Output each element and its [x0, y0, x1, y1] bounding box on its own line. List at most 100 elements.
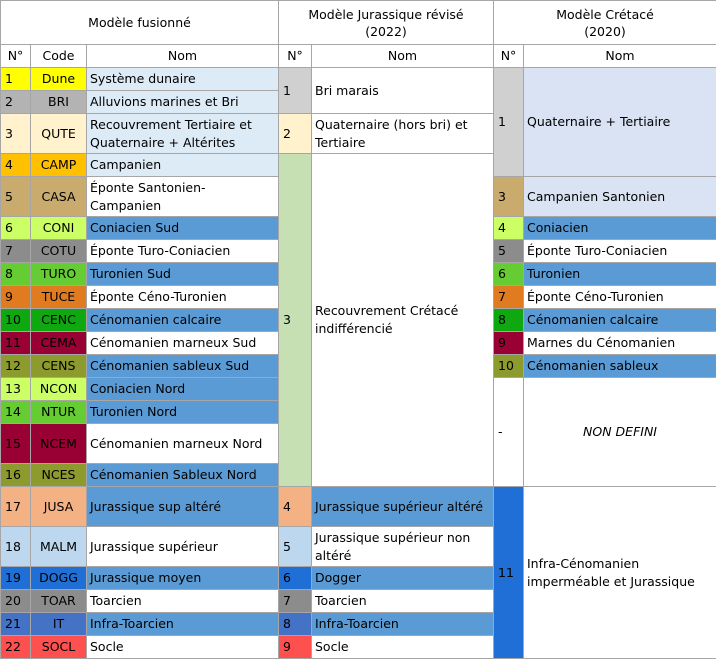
cretace-no: 5: [493, 239, 524, 263]
cretace-no: 6: [493, 262, 524, 286]
cretace-no: 7: [493, 285, 524, 309]
jurassique-nom: Quaternaire (hors bri) et Tertiaire: [311, 113, 494, 154]
fusion-no: 5: [0, 176, 31, 217]
fusion-code: TURO: [30, 262, 87, 286]
fusion-nom: Coniacien Sud: [86, 216, 279, 240]
fusion-no: 18: [0, 526, 31, 567]
fusion-code: CAMP: [30, 153, 87, 177]
jurassique-nom: Jurassique supérieur non altéré: [311, 526, 494, 567]
fusion-nom: Jurassique sup altéré: [86, 486, 279, 527]
fusion-nom: Jurassique moyen: [86, 566, 279, 590]
fusion-no: 17: [0, 486, 31, 527]
cretace-nom: Campanien Santonien: [522, 176, 716, 217]
fusion-code: NCEM: [30, 423, 87, 464]
cretace-nom: Turonien: [522, 262, 716, 286]
fusion-nom: Cénomanien sableux Sud: [86, 354, 279, 378]
col-header-no: N°: [0, 44, 31, 68]
fusion-nom: Éponte Céno-Turonien: [86, 285, 279, 309]
fusion-no: 8: [0, 262, 31, 286]
fusion-code: CEMA: [30, 331, 87, 355]
jurassique-no: 9: [278, 635, 312, 659]
fusion-no: 22: [0, 635, 31, 659]
fusion-code: TOAR: [30, 589, 87, 613]
fusion-code: CONI: [30, 216, 87, 240]
fusion-nom: Cénomanien Sableux Nord: [86, 463, 279, 487]
cretace-nom: Cénomanien calcaire: [522, 308, 716, 332]
jurassique-no: 7: [278, 589, 312, 613]
jurassique-no: 2: [278, 113, 312, 154]
jurassique-no: 1: [278, 67, 312, 114]
cretace-nom: Cénomanien sableux: [522, 354, 716, 378]
fusion-code: CASA: [30, 176, 87, 217]
fusion-no: 1: [0, 67, 31, 91]
fusion-nom: Cénomanien calcaire: [86, 308, 279, 332]
fusion-no: 6: [0, 216, 31, 240]
cretace-no: 3: [493, 176, 524, 217]
fusion-no: 19: [0, 566, 31, 590]
jurassique-nom: Jurassique supérieur altéré: [311, 486, 494, 527]
header-modele-cretace: Modèle Crétacé (2020): [492, 0, 716, 45]
fusion-nom: Système dunaire: [86, 67, 279, 91]
jurassique-nom: Bri marais: [311, 67, 494, 114]
fusion-code: DOGG: [30, 566, 87, 590]
jurassique-nom: Recouvrement Crétacé indifférencié: [311, 153, 494, 487]
cretace-nom: Éponte Turo-Coniacien: [522, 239, 716, 263]
cretace-nom: Infra-Cénomanien imperméable et Jurassiq…: [522, 486, 716, 659]
cretace-no: 11: [493, 486, 524, 659]
jurassique-no: 4: [278, 486, 312, 527]
jurassique-nom: Dogger: [311, 566, 494, 590]
col-header-no: N°: [493, 44, 524, 68]
fusion-nom: Toarcien: [86, 589, 279, 613]
cretace-no: 8: [493, 308, 524, 332]
header-modele-jurassique: Modèle Jurassique révisé (2022): [278, 0, 494, 45]
cretace-no: 10: [493, 354, 524, 378]
fusion-nom: Alluvions marines et Bri: [86, 90, 279, 114]
cretace-no: -: [493, 377, 524, 487]
cretace-no: 4: [493, 216, 524, 240]
fusion-no: 4: [0, 153, 31, 177]
col-header-no: N°: [278, 44, 312, 68]
fusion-nom: Jurassique supérieur: [86, 526, 279, 567]
fusion-nom: Cénomanien marneux Sud: [86, 331, 279, 355]
fusion-no: 20: [0, 589, 31, 613]
fusion-no: 3: [0, 113, 31, 154]
fusion-nom: Infra-Toarcien: [86, 612, 279, 636]
cretace-no: 9: [493, 331, 524, 355]
header-modele-fusionne: Modèle fusionné: [0, 0, 279, 45]
fusion-code: Dune: [30, 67, 87, 91]
jurassique-nom: Socle: [311, 635, 494, 659]
fusion-no: 14: [0, 400, 31, 424]
fusion-no: 7: [0, 239, 31, 263]
col-header-nom: Nom: [522, 44, 716, 68]
fusion-code: NTUR: [30, 400, 87, 424]
jurassique-no: 6: [278, 566, 312, 590]
fusion-no: 2: [0, 90, 31, 114]
fusion-no: 9: [0, 285, 31, 309]
cretace-nom: NON DEFINI: [522, 377, 716, 487]
jurassique-nom: Infra-Toarcien: [311, 612, 494, 636]
cretace-nom: Éponte Céno-Turonien: [522, 285, 716, 309]
fusion-code: CENC: [30, 308, 87, 332]
col-header-nom: Nom: [311, 44, 494, 68]
col-header-code: Code: [30, 44, 87, 68]
fusion-code: QUTE: [30, 113, 87, 154]
jurassique-nom: Toarcien: [311, 589, 494, 613]
fusion-nom: Turonien Sud: [86, 262, 279, 286]
cretace-nom: Marnes du Cénomanien: [522, 331, 716, 355]
jurassique-no: 8: [278, 612, 312, 636]
fusion-nom: Coniacien Nord: [86, 377, 279, 401]
fusion-nom: Éponte Turo-Coniacien: [86, 239, 279, 263]
fusion-nom: Cénomanien marneux Nord: [86, 423, 279, 464]
fusion-code: COTU: [30, 239, 87, 263]
fusion-nom: Éponte Santonien-Campanien: [86, 176, 279, 217]
fusion-nom: Socle: [86, 635, 279, 659]
fusion-code: MALM: [30, 526, 87, 567]
fusion-no: 10: [0, 308, 31, 332]
fusion-code: CENS: [30, 354, 87, 378]
fusion-code: BRI: [30, 90, 87, 114]
fusion-code: IT: [30, 612, 87, 636]
fusion-no: 12: [0, 354, 31, 378]
fusion-no: 21: [0, 612, 31, 636]
jurassique-no: 5: [278, 526, 312, 567]
